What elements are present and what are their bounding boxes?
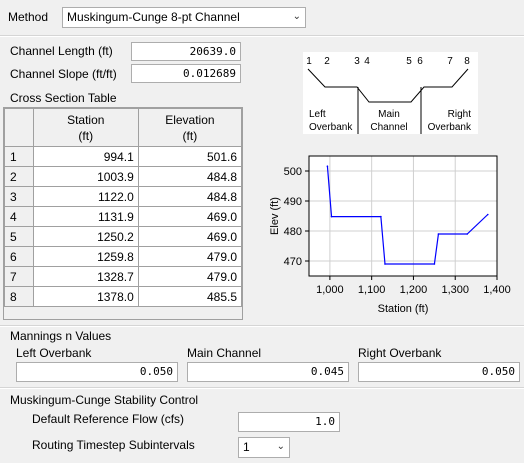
subintervals-value: 1 bbox=[243, 440, 250, 454]
elevation-cell[interactable]: 485.5 bbox=[137, 286, 243, 307]
y-tick-label: 490 bbox=[284, 196, 302, 208]
subintervals-label: Routing Timestep Subintervals bbox=[32, 438, 195, 452]
chevron-down-icon: ⌄ bbox=[276, 441, 285, 452]
y-tick-label: 500 bbox=[284, 166, 302, 178]
main-channel-label-1: Main bbox=[378, 109, 400, 120]
point-7-label: 7 bbox=[447, 56, 453, 67]
table-row: 5 1250.2 469.0 bbox=[4, 226, 243, 247]
row-header[interactable]: 2 bbox=[4, 166, 34, 187]
y-tick-label: 480 bbox=[284, 226, 302, 238]
main-channel-n-input[interactable]: 0.045 bbox=[187, 362, 349, 382]
row-header[interactable]: 6 bbox=[4, 246, 34, 267]
left-overbank-n-input[interactable]: 0.050 bbox=[16, 362, 178, 382]
cross-section-chart: 1,000 1,100 1,200 1,300 1,400 470 480 490 500 Sta… bbox=[269, 155, 511, 315]
station-cell[interactable]: 1250.2 bbox=[32, 226, 139, 247]
station-cell[interactable]: 994.1 bbox=[32, 146, 139, 167]
y-tick-label: 470 bbox=[284, 256, 302, 268]
row-header[interactable]: 8 bbox=[4, 286, 34, 307]
table-row: 8 1378.0 485.5 bbox=[4, 286, 243, 307]
x-tick-label: 1,000 bbox=[316, 284, 344, 296]
elevation-cell[interactable]: 479.0 bbox=[137, 266, 243, 287]
point-5-label: 5 bbox=[406, 56, 412, 67]
point-6-label: 6 bbox=[417, 56, 423, 67]
right-overbank-label-2: Overbank bbox=[428, 122, 472, 133]
station-cell[interactable]: 1378.0 bbox=[32, 286, 139, 307]
station-cell[interactable]: 1003.9 bbox=[32, 166, 139, 187]
main-channel-label: Main Channel bbox=[187, 346, 262, 360]
x-tick-label: 1,100 bbox=[358, 284, 386, 296]
mannings-title: Mannings n Values bbox=[10, 329, 112, 343]
data-point bbox=[433, 263, 436, 265]
main-channel-label-2: Channel bbox=[370, 122, 407, 133]
point-4-label: 4 bbox=[364, 56, 370, 67]
reference-flow-input[interactable]: 1.0 bbox=[238, 412, 340, 432]
data-point bbox=[380, 215, 382, 218]
channel-slope-input[interactable]: 0.012689 bbox=[131, 64, 241, 83]
channel-slope-label: Channel Slope (ft/ft) bbox=[10, 67, 117, 81]
station-cell[interactable]: 1328.7 bbox=[32, 266, 139, 287]
row-header[interactable]: 3 bbox=[4, 186, 34, 207]
data-point bbox=[326, 165, 329, 167]
x-tick-label: 1,300 bbox=[441, 284, 469, 296]
elevation-cell[interactable]: 484.8 bbox=[137, 186, 243, 207]
data-point bbox=[437, 233, 440, 235]
subintervals-select[interactable]: 1 ⌄ bbox=[238, 437, 290, 458]
table-row: 7 1328.7 479.0 bbox=[4, 266, 243, 287]
row-header[interactable]: 7 bbox=[4, 266, 34, 287]
stability-title: Muskingum-Cunge Stability Control bbox=[10, 393, 199, 407]
x-tick-label: 1,400 bbox=[483, 284, 511, 296]
elevation-cell[interactable]: 484.8 bbox=[137, 166, 243, 187]
point-3-label: 3 bbox=[354, 56, 360, 67]
method-select-value: Muskingum-Cunge 8-pt Channel bbox=[67, 10, 240, 24]
header-station: Station (ft) bbox=[32, 108, 139, 147]
row-header[interactable]: 5 bbox=[4, 226, 34, 247]
station-cell[interactable]: 1122.0 bbox=[32, 186, 139, 207]
data-point bbox=[330, 215, 333, 218]
header-elevation: Elevation (ft) bbox=[137, 108, 243, 147]
x-tick-label: 1,200 bbox=[400, 284, 428, 296]
right-overbank-n-input[interactable]: 0.050 bbox=[358, 362, 520, 382]
left-overbank-label-2: Overbank bbox=[309, 122, 353, 133]
reference-flow-label: Default Reference Flow (cfs) bbox=[32, 412, 185, 426]
channel-length-label: Channel Length (ft) bbox=[10, 44, 113, 58]
table-row: 2 1003.9 484.8 bbox=[4, 166, 243, 187]
y-axis-label: Elev (ft) bbox=[269, 197, 281, 235]
elevation-cell[interactable]: 501.6 bbox=[137, 146, 243, 167]
method-label: Method bbox=[8, 10, 49, 24]
left-overbank-label-1: Left bbox=[309, 109, 326, 120]
chevron-down-icon: ⌄ bbox=[292, 11, 301, 22]
left-overbank-label: Left Overbank bbox=[16, 346, 92, 360]
cross-section-schematic: 1 2 3 4 5 6 7 8 Left Overbank Main Chann… bbox=[303, 52, 478, 134]
data-point bbox=[466, 233, 469, 235]
corner-cell bbox=[4, 108, 34, 147]
point-8-label: 8 bbox=[464, 56, 470, 67]
station-cell[interactable]: 1131.9 bbox=[32, 206, 139, 227]
cross-section-title: Cross Section Table bbox=[10, 91, 117, 105]
row-header[interactable]: 1 bbox=[4, 146, 34, 167]
channel-length-input[interactable]: 20639.0 bbox=[131, 42, 241, 61]
table-row: 1 994.1 501.6 bbox=[4, 146, 243, 167]
elevation-cell[interactable]: 469.0 bbox=[137, 226, 243, 247]
point-2-label: 2 bbox=[324, 56, 330, 67]
elevation-cell[interactable]: 469.0 bbox=[137, 206, 243, 227]
x-axis-label: Station (ft) bbox=[378, 303, 429, 315]
series-line bbox=[326, 166, 489, 265]
data-point bbox=[487, 213, 489, 216]
right-overbank-label: Right Overbank bbox=[358, 346, 442, 360]
plot-border bbox=[308, 155, 498, 277]
table-row: 6 1259.8 479.0 bbox=[4, 246, 243, 267]
right-overbank-label-1: Right bbox=[448, 109, 472, 120]
row-header[interactable]: 4 bbox=[4, 206, 34, 227]
data-point bbox=[384, 263, 386, 265]
table-row: 3 1122.0 484.8 bbox=[4, 186, 243, 207]
table-row: 4 1131.9 469.0 bbox=[4, 206, 243, 227]
point-1-label: 1 bbox=[306, 56, 312, 67]
elevation-cell[interactable]: 479.0 bbox=[137, 246, 243, 267]
method-select[interactable]: Muskingum-Cunge 8-pt Channel ⌄ bbox=[62, 7, 306, 28]
station-cell[interactable]: 1259.8 bbox=[32, 246, 139, 267]
